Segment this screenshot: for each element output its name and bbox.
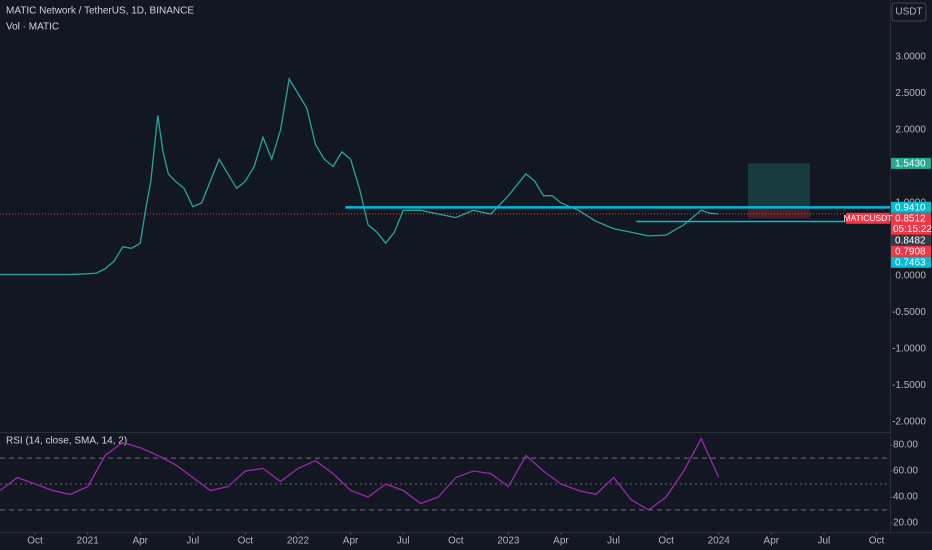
time-tick-label: Apr <box>343 536 359 547</box>
price-tick-label: 2.0000 <box>895 125 926 136</box>
price-tick-label: -0.5000 <box>892 307 926 318</box>
time-tick-label: Apr <box>764 536 780 547</box>
time-tick-label: 2021 <box>77 536 100 547</box>
price-tag <box>891 212 931 235</box>
price-tag-label: 0.9410 <box>895 202 926 213</box>
price-line <box>0 77 719 276</box>
currency-button[interactable] <box>891 2 927 22</box>
price-tick-label: 3.0000 <box>895 52 926 63</box>
time-tick-label: Oct <box>869 536 885 547</box>
time-tick-label: Oct <box>448 536 464 547</box>
price-tag <box>891 245 931 257</box>
rsi-tick-label: 20.00 <box>893 518 918 529</box>
price-tick-label: -1.5000 <box>892 380 926 391</box>
price-tag <box>891 157 931 169</box>
volume-label: Vol · MATIC <box>6 22 59 33</box>
price-tick-label: -2.0000 <box>892 417 926 428</box>
time-tick-label: Apr <box>132 536 148 547</box>
time-tick-label: Oct <box>27 536 43 547</box>
currency-button-label[interactable]: USDT <box>895 7 922 18</box>
time-tick-label: Oct <box>238 536 254 547</box>
target-zone <box>748 163 810 208</box>
stop-zone <box>748 207 810 219</box>
price-tag-label: 0.8512 <box>895 213 926 224</box>
price-tag <box>891 234 931 246</box>
time-tick-label: 2024 <box>708 536 731 547</box>
price-tag <box>891 256 931 268</box>
rsi-tick-label: 40.00 <box>893 492 918 503</box>
symbol-tag-label: MATICUSDT <box>844 213 893 223</box>
price-tag-label: 0.8482 <box>895 235 926 246</box>
time-tick-label: Jul <box>186 536 199 547</box>
time-tick-label: Jul <box>818 536 831 547</box>
time-tick-label: 2023 <box>497 536 520 547</box>
price-tick-label: 2.5000 <box>895 88 926 99</box>
price-tag-label: 1.5430 <box>895 158 926 169</box>
countdown: 05:15:22 <box>893 224 932 235</box>
time-tick-label: Jul <box>607 536 620 547</box>
price-tag <box>891 201 931 213</box>
symbol-tag <box>846 212 890 224</box>
price-tag-label: 0.7908 <box>895 246 926 257</box>
time-tick-label: 2022 <box>287 536 310 547</box>
rsi-line <box>0 437 720 511</box>
rsi-tick-label: 60.00 <box>893 466 918 477</box>
time-tick-label: Oct <box>658 536 674 547</box>
price-tick-label: -1.0000 <box>892 344 926 355</box>
rsi-title: RSI (14, close, SMA, 14, 2) <box>6 436 127 447</box>
price-tag-label: 0.7463 <box>895 257 926 268</box>
chart-title: MATIC Network / TetherUS, 1D, BINANCE <box>6 6 194 17</box>
time-tick-label: Apr <box>553 536 569 547</box>
time-tick-label: Jul <box>397 536 410 547</box>
rsi-tick-label: 80.00 <box>893 440 918 451</box>
price-tick-label: 0.0000 <box>895 271 926 282</box>
